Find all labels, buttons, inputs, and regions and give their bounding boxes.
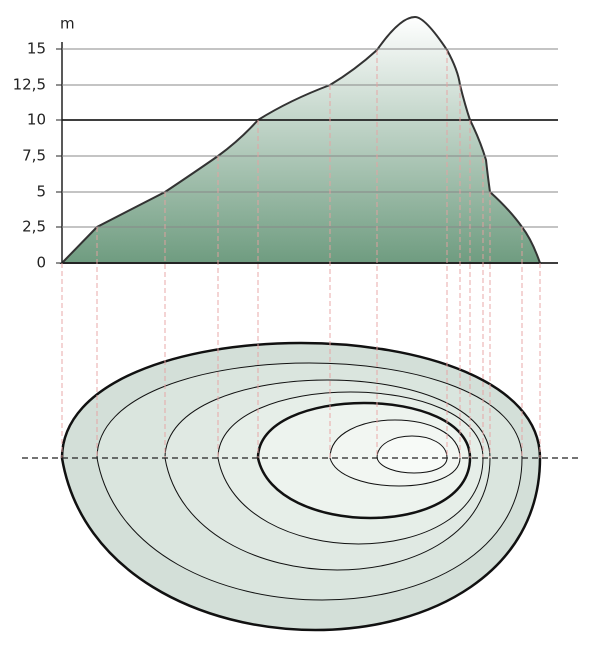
tick-label: 0 [36,254,46,272]
profile [59,15,542,264]
unit-label: m [60,15,75,33]
contour-map [60,341,542,632]
tick-label: 10 [27,111,46,129]
y-ticks: 15 12,5 10 7,5 5 2,5 0 [13,40,558,272]
projection-lines [61,50,541,458]
contour [376,435,448,474]
tick-label: 15 [27,40,46,58]
tick-label: 2,5 [22,218,46,236]
tick-label: 7,5 [22,147,46,165]
tick-label: 12,5 [13,76,46,94]
tick-label: 5 [36,183,46,201]
